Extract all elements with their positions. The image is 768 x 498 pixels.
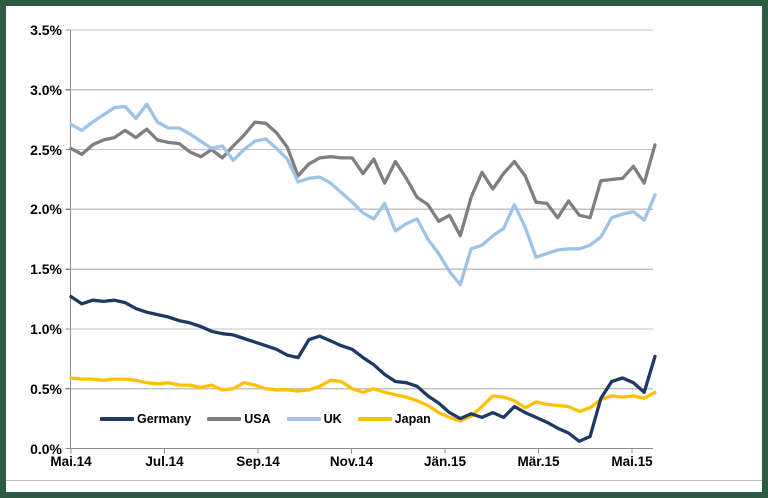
legend-item-japan: Japan <box>357 412 431 426</box>
y-axis-tick-label: 0.0% <box>30 440 62 457</box>
legend-item-usa: USA <box>207 412 271 426</box>
x-axis-tick-label: Jul.14 <box>145 454 184 469</box>
y-axis-tick-label: 1.0% <box>30 320 62 337</box>
legend-swatch-germany <box>100 417 134 421</box>
y-axis-tick-label: 0.5% <box>30 380 62 397</box>
x-axis-tick-label: Nov.14 <box>329 454 374 469</box>
legend-item-uk: UK <box>286 412 342 426</box>
y-axis-tick-label: 3.5% <box>30 22 62 38</box>
legend-label: UK <box>323 412 342 426</box>
legend: Germany USA UK Japan <box>100 410 431 428</box>
legend-label: Germany <box>137 412 192 426</box>
legend-label: USA <box>244 412 271 426</box>
y-axis-tick-label: 2.0% <box>30 201 62 218</box>
x-axis-tick-label: Sep.14 <box>236 454 280 469</box>
series-line-germany <box>69 294 657 443</box>
series-line-usa <box>69 120 657 238</box>
series-line-japan <box>69 376 657 423</box>
legend-swatch-japan <box>357 417 392 421</box>
legend-swatch-usa <box>207 417 242 421</box>
x-axis-tick-label: Mär.15 <box>517 454 560 469</box>
y-axis-tick-label: 1.5% <box>30 261 62 278</box>
y-axis-tick-label: 3.0% <box>30 81 62 98</box>
legend-swatch-uk <box>286 417 321 421</box>
legend-label: Japan <box>394 412 431 426</box>
worksheet-divider-line <box>6 480 762 481</box>
y-axis-tick-label: 2.5% <box>30 141 62 158</box>
legend-item-germany: Germany <box>100 412 191 426</box>
x-axis-tick-label: Mai.14 <box>50 454 92 469</box>
x-axis-tick-label: Jän.15 <box>423 454 467 469</box>
x-axis-tick-label: Mai.15 <box>611 454 653 469</box>
series-line-uk <box>69 102 657 287</box>
